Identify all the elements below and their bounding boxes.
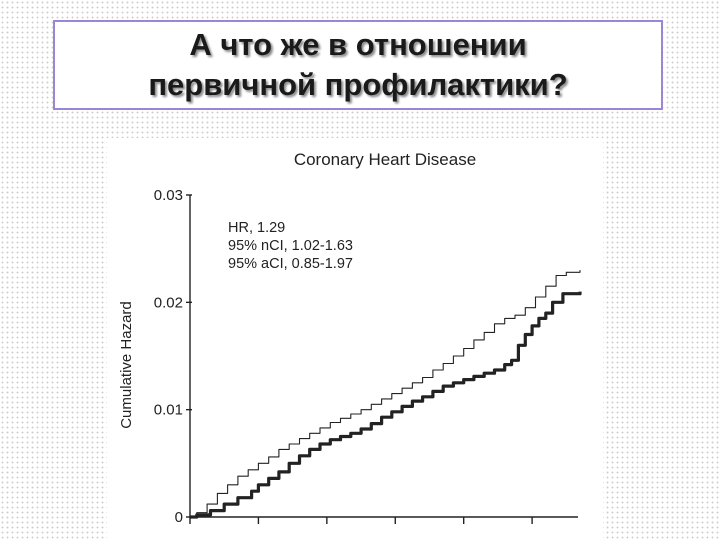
series-line-1 bbox=[190, 270, 581, 518]
chart-panel: Coronary Heart Disease Cumulative Hazard… bbox=[107, 138, 603, 540]
y-tick-label-0: 0 bbox=[175, 509, 183, 526]
slide-title-box: А что же в отношении первичной профилакт… bbox=[53, 20, 663, 110]
slide-title-line-1: А что же в отношении bbox=[189, 27, 527, 62]
cumulative-hazard-chart: Coronary Heart Disease Cumulative Hazard… bbox=[118, 150, 582, 526]
axes-group: 0 0.01 0.02 0.03 bbox=[154, 187, 578, 526]
slide-title: А что же в отношении первичной профилакт… bbox=[148, 25, 567, 105]
annotation-2: 95% nCI, 1.02-1.63 bbox=[228, 238, 353, 254]
series-group bbox=[190, 270, 582, 519]
annotation-3: 95% aCI, 0.85-1.97 bbox=[228, 256, 353, 272]
y-tick-label-3: 0.03 bbox=[154, 187, 183, 204]
y-axis-label: Cumulative Hazard bbox=[118, 301, 135, 429]
series-line-2 bbox=[190, 291, 582, 519]
annotation-1: HR, 1.29 bbox=[228, 220, 285, 236]
annotations-group: HR, 1.29 95% nCI, 1.02-1.63 95% aCI, 0.85-… bbox=[228, 220, 353, 272]
y-tick-label-2: 0.02 bbox=[154, 294, 183, 311]
slide-title-line-2: первичной профилактики? bbox=[148, 67, 568, 102]
chart-title: Coronary Heart Disease bbox=[294, 150, 476, 169]
y-tick-label-1: 0.01 bbox=[154, 402, 183, 419]
